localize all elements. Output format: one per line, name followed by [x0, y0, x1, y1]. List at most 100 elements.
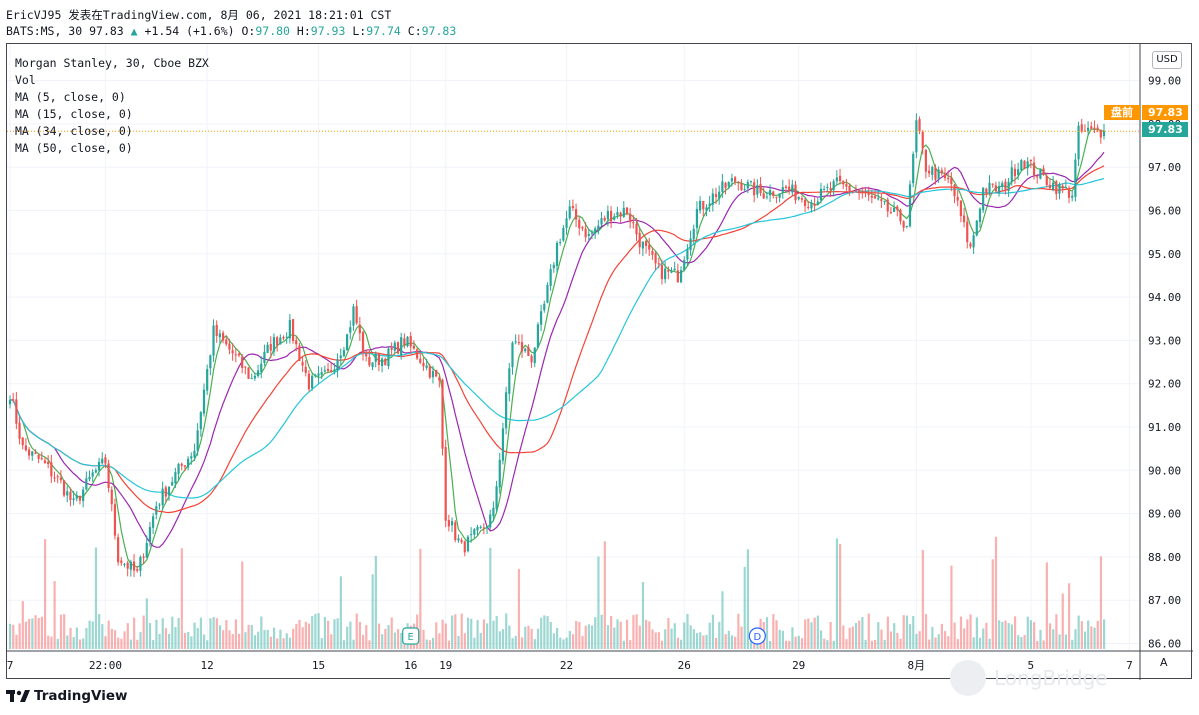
volume-bar	[1055, 614, 1058, 649]
volume-bar	[778, 629, 781, 649]
candle-body	[358, 324, 361, 334]
volume-bar	[657, 632, 660, 649]
volume-bar	[362, 634, 365, 649]
volume-bar	[810, 622, 813, 649]
candle-body	[527, 346, 530, 357]
candle-body	[1010, 167, 1013, 183]
candle-body	[873, 196, 877, 199]
symbol-bar: BATS:MS, 30 97.83 ▲ +1.54 (+1.6%) O:97.8…	[6, 24, 456, 38]
volume-bar	[575, 620, 578, 649]
candle-body	[1102, 131, 1106, 137]
candle-body	[549, 269, 552, 286]
volume-bar	[24, 621, 28, 649]
volume-bar	[536, 628, 540, 649]
candle-body	[1048, 184, 1052, 189]
candle-body	[740, 183, 743, 191]
volume-bar	[1033, 622, 1036, 649]
candle-body	[8, 399, 12, 405]
candle-body	[355, 306, 358, 324]
candle-body	[609, 211, 613, 222]
candle-body	[221, 332, 225, 341]
candle-body	[1013, 168, 1017, 177]
volume-bar	[190, 636, 193, 649]
y-tick-label: 92.00	[1148, 378, 1181, 391]
candle-body	[212, 325, 215, 356]
candle-body	[380, 358, 384, 366]
volume-bar	[98, 614, 101, 649]
candle-body	[1004, 181, 1007, 190]
tradingview-logo[interactable]: TradingView	[6, 688, 128, 704]
candle-body	[498, 459, 501, 488]
x-tick-label: 5	[1028, 659, 1035, 672]
price-chart[interactable]: 86.00 87.00 88.00 89.00 90.00 91.00 92.00 93.00…	[7, 44, 1193, 680]
volume-bar	[1052, 629, 1055, 649]
candle-body	[673, 268, 676, 271]
candle-body	[908, 184, 912, 227]
candle-body	[784, 186, 788, 188]
volume-bar	[304, 621, 307, 649]
candle-body	[670, 270, 673, 273]
candle-body	[753, 182, 756, 196]
volume-bar	[63, 614, 66, 649]
candle-body	[1017, 169, 1020, 175]
volume-bar	[686, 613, 689, 649]
volume-bar	[257, 631, 260, 649]
legend-ma50[interactable]: MA (50, close, 0)	[15, 141, 133, 155]
candle-body	[581, 227, 584, 229]
candle-body	[749, 181, 753, 183]
candle-body	[524, 348, 527, 352]
candle-body	[829, 188, 832, 190]
candle-body	[326, 368, 330, 372]
volume-bar	[231, 634, 234, 649]
volume-bar	[142, 615, 145, 649]
legend-title: Morgan Stanley, 30, Cboe BZX	[15, 56, 209, 70]
candle-body	[953, 184, 956, 197]
candle-body	[69, 491, 72, 501]
volume-bar	[59, 614, 63, 649]
x-tick-label: 22	[560, 659, 573, 672]
candle-body	[1052, 182, 1055, 190]
volume-bar	[587, 624, 591, 649]
legend-ma5[interactable]: MA (5, close, 0)	[15, 90, 126, 104]
candle-body	[31, 451, 34, 456]
high-value: 97.93	[310, 24, 346, 38]
candle-body	[266, 344, 269, 353]
candle-body	[47, 461, 50, 465]
volume-bar	[645, 619, 648, 649]
earnings-marker[interactable]	[402, 627, 420, 645]
y-tick-label: 87.00	[1148, 594, 1181, 607]
candle-body	[1007, 181, 1010, 191]
volume-bar	[937, 634, 940, 649]
candle-body	[253, 375, 256, 379]
candle-body	[937, 169, 940, 179]
candle-body	[1055, 181, 1058, 195]
dividend-marker[interactable]	[748, 627, 766, 645]
candle-body	[842, 180, 845, 185]
volume-bar	[69, 627, 72, 649]
volume-bar	[775, 620, 778, 649]
candle-body	[482, 527, 485, 529]
auto-scale-button[interactable]: A	[1160, 656, 1168, 669]
volume-bar	[295, 623, 298, 649]
legend-ma34[interactable]: MA (34, close, 0)	[15, 124, 133, 138]
candle-body	[225, 339, 228, 345]
volume-bar	[829, 622, 832, 649]
volume-bar	[606, 625, 610, 649]
volume-bar	[804, 619, 807, 649]
candle-body	[342, 350, 346, 357]
candle-body	[113, 504, 117, 536]
candle-body	[657, 263, 660, 265]
candle-body	[384, 358, 387, 366]
volume-bar	[867, 613, 870, 649]
currency-button[interactable]: USD	[1152, 51, 1182, 69]
volume-bar	[877, 622, 880, 649]
candle-body	[552, 264, 555, 269]
volume-bar	[959, 616, 963, 649]
legend-ma15[interactable]: MA (15, close, 0)	[15, 107, 133, 121]
volume-bar	[835, 538, 839, 649]
candle-body	[660, 264, 664, 280]
candle-body	[457, 538, 460, 541]
volume-bar	[819, 630, 823, 649]
volume-bar	[266, 629, 269, 649]
x-tick-label: 16	[404, 659, 417, 672]
